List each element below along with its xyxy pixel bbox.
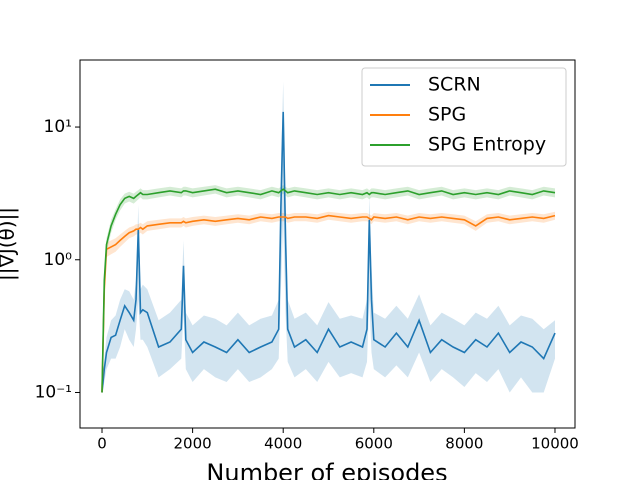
legend: SCRN SPG SPG Entropy: [361, 67, 567, 167]
series-line: [101, 214, 556, 393]
legend-label: SCRN: [428, 74, 481, 96]
y-axis-label: ||∇J(θ)||: [0, 207, 19, 281]
y-tick-label: 10⁻¹: [35, 382, 72, 402]
x-tick-label: 0: [97, 435, 107, 453]
axes-frame: [79, 59, 576, 429]
x-tick-label: 2000: [174, 435, 212, 453]
series-line: [101, 188, 556, 393]
x-tick-label: 10000: [531, 435, 579, 453]
confidence-band: [102, 211, 555, 393]
y-tick-label: 10⁰: [44, 250, 73, 270]
x-tick-label: 6000: [355, 435, 393, 453]
legend-label: SPG Entropy: [428, 134, 546, 156]
y-tick-label: 10¹: [44, 117, 72, 137]
x-axis-label: Number of episodes: [206, 459, 447, 480]
legend-box: [361, 67, 567, 167]
plot-area: [101, 81, 556, 393]
x-tick-label: 4000: [264, 435, 302, 453]
confidence-band: [102, 81, 555, 393]
x-tick-label: 8000: [445, 435, 483, 453]
series-line: [101, 111, 556, 393]
legend-label: SPG: [428, 104, 466, 126]
